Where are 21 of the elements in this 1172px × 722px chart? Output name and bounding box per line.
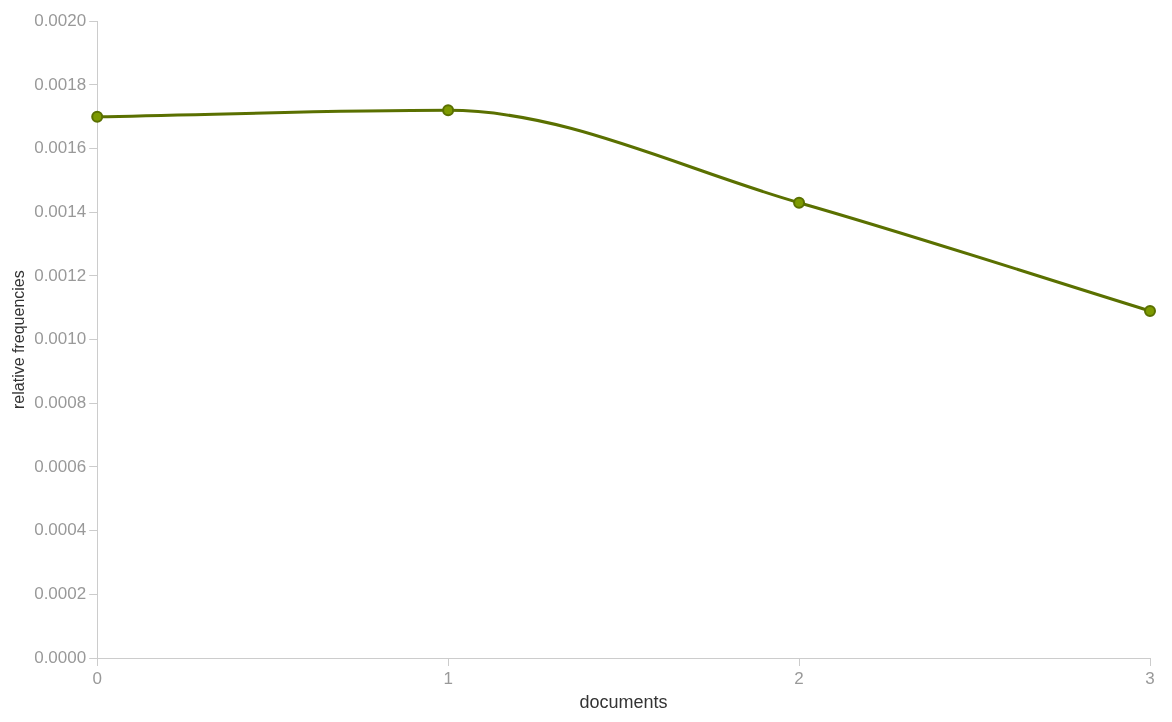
- y-tick-label: 0.0006: [34, 456, 87, 476]
- y-tick-label: 0.0018: [34, 74, 87, 94]
- y-tick-label: 0.0008: [34, 392, 87, 412]
- point: [91, 110, 104, 123]
- y-tick-label: 0.0010: [34, 329, 87, 349]
- point: [442, 104, 455, 117]
- y-tick-label: 0.0016: [34, 138, 87, 158]
- y-tick-label: 0.0014: [34, 201, 87, 221]
- y-tick-label: 0.0012: [34, 265, 87, 285]
- x-axis-title: documents: [579, 692, 668, 713]
- y-tick-label: 0.0004: [34, 520, 87, 540]
- y-tick-label: 0.0020: [34, 10, 87, 30]
- y-axis-title: relative frequencies: [10, 270, 28, 409]
- y-tick-label: 0.0002: [34, 584, 87, 604]
- y-tick-label: 0.0000: [34, 647, 87, 667]
- x-tick-label: 2: [794, 668, 804, 688]
- x-tick-label: 1: [443, 668, 453, 688]
- x-tick-label: 3: [1145, 668, 1155, 688]
- point: [1144, 304, 1156, 317]
- point: [793, 196, 806, 209]
- x-tick-label: 0: [92, 668, 102, 688]
